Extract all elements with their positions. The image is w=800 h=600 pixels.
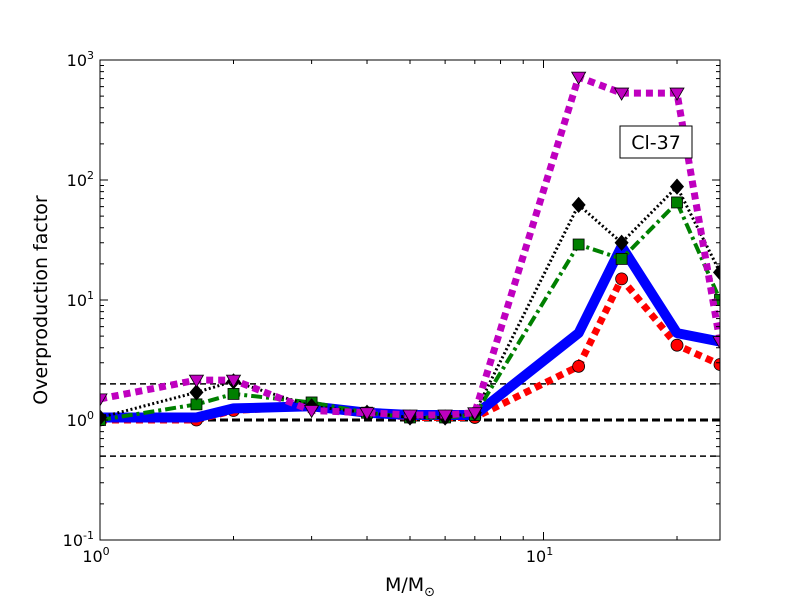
x-axis-label-main: M/M <box>385 574 424 596</box>
series-2-point <box>190 398 203 411</box>
series-4-point <box>188 374 205 388</box>
series-4-point <box>613 87 630 101</box>
series-3-point <box>669 178 685 195</box>
series-3-point <box>712 264 720 281</box>
series-0-point <box>713 358 720 371</box>
series-2-point <box>572 238 585 251</box>
series-0-point <box>615 272 629 286</box>
series-2-point <box>227 388 240 400</box>
series-0-point <box>670 338 684 352</box>
series-2-point <box>671 196 683 209</box>
series-line-2 <box>100 200 720 422</box>
x-tick-label-0: 100 <box>82 545 109 566</box>
series-4-point <box>570 71 587 85</box>
y-tick-label-2: 101 <box>67 289 94 310</box>
y-tick-label-4: 103 <box>67 49 94 70</box>
annotation-box: Cl-37 <box>619 125 693 159</box>
series-4-point <box>467 407 483 421</box>
series-4-point <box>402 409 418 423</box>
series-line-1 <box>100 241 720 423</box>
series-4-point <box>100 393 108 407</box>
y-tick-label-3: 102 <box>67 169 94 190</box>
y-axis-label: Overproduction factor <box>30 195 52 405</box>
series-0-point <box>572 359 586 373</box>
series-3-point <box>100 409 108 426</box>
series-3-point <box>189 384 204 401</box>
plot-background <box>100 60 720 540</box>
y-tick-label-0: 10-1 <box>63 529 94 550</box>
series-3-point <box>571 196 586 214</box>
series-1 <box>100 241 720 423</box>
series-line-3 <box>100 185 720 419</box>
series-3-point <box>614 234 629 251</box>
series-4-point <box>225 374 242 388</box>
x-axis-label-subscript: ⊙ <box>424 585 435 600</box>
plot-frame <box>99 59 721 541</box>
y-tick-label-1: 100 <box>67 409 94 430</box>
x-axis-label: M/M⊙ <box>385 574 435 600</box>
series-4-point <box>303 405 320 419</box>
x-tick-label-1: 101 <box>526 545 553 566</box>
series-4-point <box>669 87 685 101</box>
annotation-label: Cl-37 <box>631 132 681 154</box>
series-4-point <box>437 409 453 423</box>
series-2-point <box>615 253 628 265</box>
annotation-frame <box>619 125 693 159</box>
series-4-point <box>359 407 375 421</box>
series-4-point <box>712 336 720 350</box>
series-layer <box>100 71 720 427</box>
series-4 <box>100 71 720 423</box>
